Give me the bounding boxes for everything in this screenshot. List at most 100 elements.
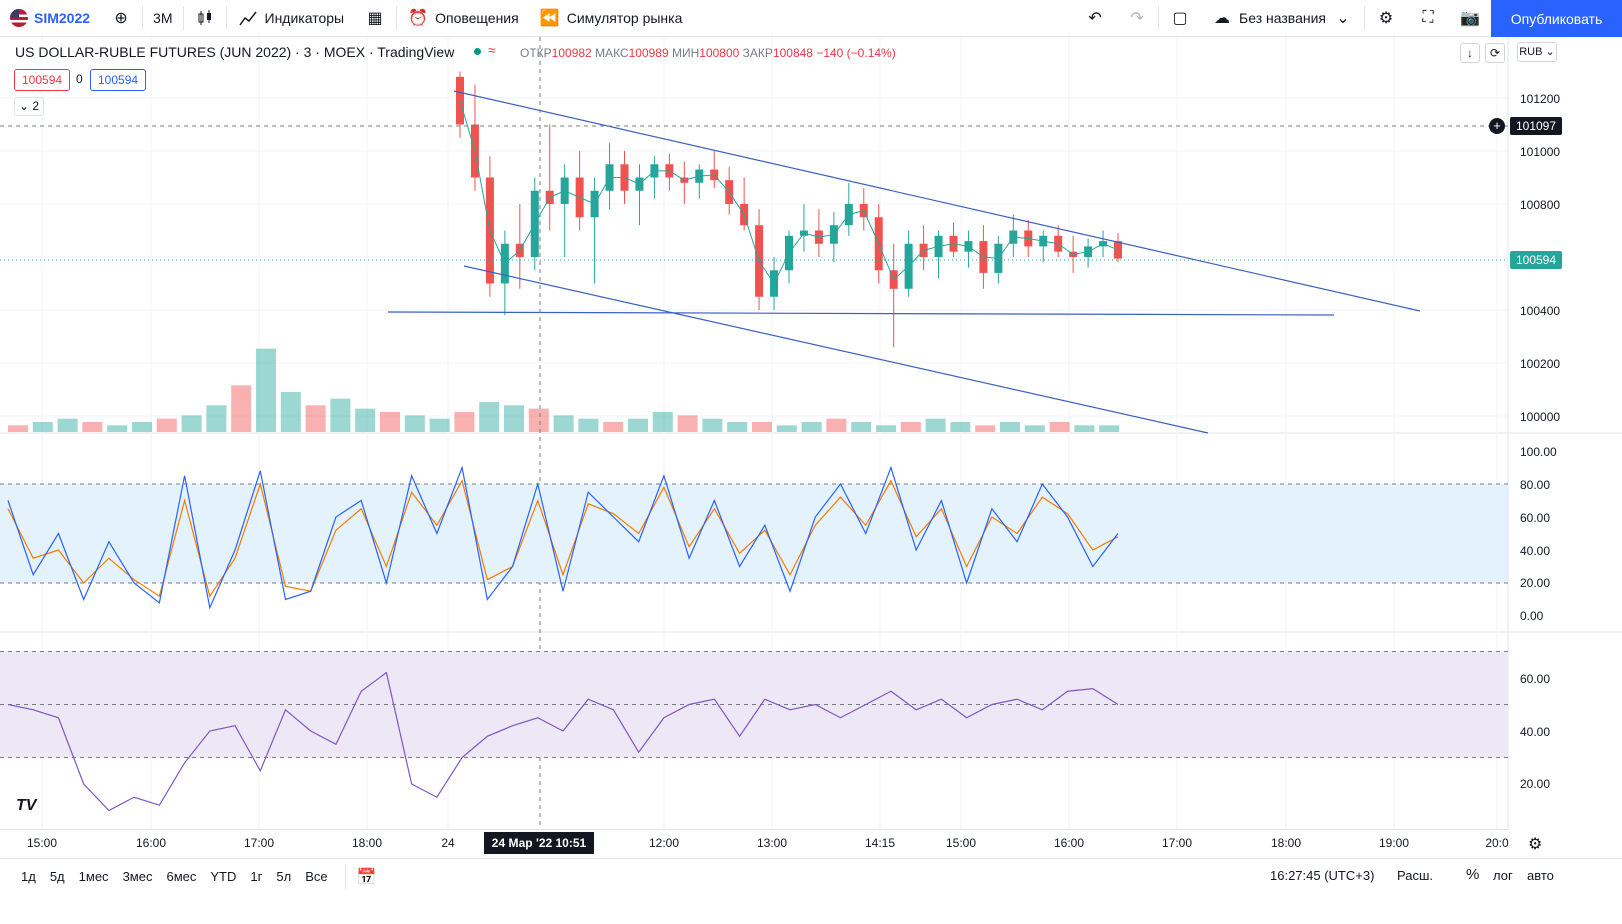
chart-type-button[interactable]: [184, 0, 226, 37]
calendar-range-icon[interactable]: 📅: [356, 868, 377, 886]
add-alert-icon[interactable]: +: [1489, 118, 1505, 134]
gear-icon[interactable]: ⚙: [1528, 836, 1543, 853]
chart-canvas[interactable]: [0, 37, 1622, 829]
time-tick-label: 15:00: [945, 836, 977, 850]
interval-button[interactable]: 3М: [153, 10, 173, 26]
redo-button[interactable]: ↷: [1116, 0, 1158, 37]
range-button[interactable]: 5л: [276, 869, 292, 884]
volume-bar: [702, 418, 723, 432]
price-tick-label: 80.00: [1520, 478, 1551, 492]
buy-price-box[interactable]: 100594: [90, 69, 147, 91]
volume-bar: [603, 422, 624, 432]
scroll-down-button[interactable]: ↓: [1460, 43, 1480, 63]
settings-button[interactable]: ⚙: [1365, 0, 1407, 37]
time-tick-label: 16:00: [1053, 836, 1085, 850]
volume-bar: [677, 415, 698, 432]
price-tick-label: 40.00: [1520, 725, 1551, 739]
time-tick-label: 14:15: [864, 836, 896, 850]
currency-button[interactable]: RUB ⌄: [1517, 42, 1557, 62]
time-tick-label: 20:0: [1485, 836, 1509, 850]
tradingview-logo[interactable]: TV: [16, 797, 37, 814]
market-open-indicator: [474, 48, 481, 55]
volume-bar: [1000, 422, 1020, 432]
price-tick-label: 0.00: [1520, 609, 1544, 623]
range-button[interactable]: 3мес: [122, 869, 153, 884]
time-tick-label: 12:00: [648, 836, 680, 850]
moving-average-line: [459, 100, 1119, 285]
ohlc-values: ОТКР100982 МАКС100989 МИН100800 ЗАКР1008…: [520, 46, 896, 60]
time-tick-label: 18:00: [1270, 836, 1302, 850]
range-button[interactable]: 5д: [49, 869, 65, 884]
redo-icon: ↷: [1130, 10, 1144, 27]
publish-button[interactable]: Опубликовать: [1491, 0, 1622, 37]
compare-mode-button[interactable]: ⟳: [1485, 43, 1505, 63]
price-tick-label: 100000: [1520, 410, 1561, 424]
range-button[interactable]: YTD: [210, 869, 237, 884]
volume-bar: [330, 398, 351, 432]
volume-bar: [132, 422, 152, 432]
time-tick-label: 17:00: [1161, 836, 1193, 850]
sell-price-box[interactable]: 100594: [14, 69, 71, 91]
range-button[interactable]: 1г: [250, 869, 263, 884]
volume-bar: [578, 418, 599, 432]
volume-bar: [504, 405, 524, 432]
layout-button[interactable]: ▢: [1159, 0, 1201, 37]
screenshot-button[interactable]: 📷: [1449, 0, 1491, 37]
chart-indicator-icon: [237, 7, 259, 29]
clock[interactable]: 16:27:45 (UTC+3): [1270, 868, 1375, 883]
rsi-line: [7, 671, 1119, 812]
range-button[interactable]: 6мес: [166, 869, 197, 884]
volume-bar: [528, 408, 549, 432]
candle-body: [1114, 241, 1122, 259]
divider: [396, 6, 398, 30]
last-price-tag: 100594: [1510, 251, 1562, 269]
stoch-line: [7, 465, 1119, 610]
price-tick-label: 101200: [1520, 92, 1561, 106]
indicators-label: Индикаторы: [264, 10, 345, 26]
time-tick-label: 13:00: [756, 836, 788, 850]
fullscreen-icon: ⛶: [1422, 9, 1434, 26]
price-tick-label: 40.00: [1520, 544, 1551, 558]
extended-hours-button[interactable]: Расш.: [1397, 868, 1434, 883]
undo-button[interactable]: ↶: [1074, 0, 1116, 37]
volume-bar: [479, 402, 500, 432]
volume-bar: [206, 405, 227, 432]
bottom-toolbar: 1д 5д 1мес 3мес 6мес YTD 1г 5л Все 📅: [0, 858, 1622, 894]
volume-bar: [628, 418, 648, 432]
auto-scale-button[interactable]: авто: [1527, 868, 1554, 883]
volume-bar: [727, 422, 748, 432]
support-line: [387, 311, 1335, 316]
volume-bar: [355, 408, 376, 432]
percent-scale-button[interactable]: %: [1466, 866, 1480, 883]
top-toolbar: SIM2022 ⊕ 3М Индикаторы ▦ ⏰ Оповещения ⏪…: [0, 0, 1622, 37]
templates-button[interactable]: ▦: [354, 0, 396, 37]
volume-bar: [57, 418, 78, 432]
fullscreen-button[interactable]: ⛶: [1407, 0, 1449, 37]
volume-bar: [752, 422, 772, 432]
cloud-icon: ☁: [1214, 10, 1231, 27]
range-button[interactable]: 1мес: [78, 869, 109, 884]
alerts-button[interactable]: ⏰ Оповещения: [397, 0, 529, 37]
time-tick-label: 16:00: [135, 836, 167, 850]
indicators-button[interactable]: Индикаторы: [227, 0, 355, 37]
indicators-collapse-button[interactable]: ⌄ 2: [14, 97, 44, 116]
volume-bar: [975, 425, 996, 432]
log-scale-button[interactable]: лог: [1493, 868, 1513, 883]
range-button[interactable]: Все: [305, 869, 328, 884]
replay-button[interactable]: ⏪ Симулятор рынка: [529, 0, 693, 37]
time-axis[interactable]: 15:00 16:00 17:00 18:00 24 12:00 13:00 14:15 15:…: [0, 829, 1509, 856]
lower-trendline: [463, 265, 1209, 434]
price-tick-label: 100400: [1520, 304, 1561, 318]
data-delay-icon: ≈: [488, 42, 496, 58]
save-layout-button[interactable]: ☁ Без названия ⌄: [1201, 0, 1364, 37]
volume-bar: [652, 412, 673, 432]
range-button[interactable]: 1д: [21, 869, 36, 884]
compare-button[interactable]: ⊕: [100, 0, 142, 37]
volume-bar: [851, 422, 872, 432]
time-tick-label: 24: [441, 836, 455, 850]
volume-bar: [156, 418, 177, 432]
time-tick-label: 17:00: [243, 836, 275, 850]
symbol-title[interactable]: US DOLLAR-RUBLE FUTURES (JUN 2022) · 3 ·…: [15, 44, 455, 60]
symbol-search-button[interactable]: SIM2022: [0, 0, 100, 37]
